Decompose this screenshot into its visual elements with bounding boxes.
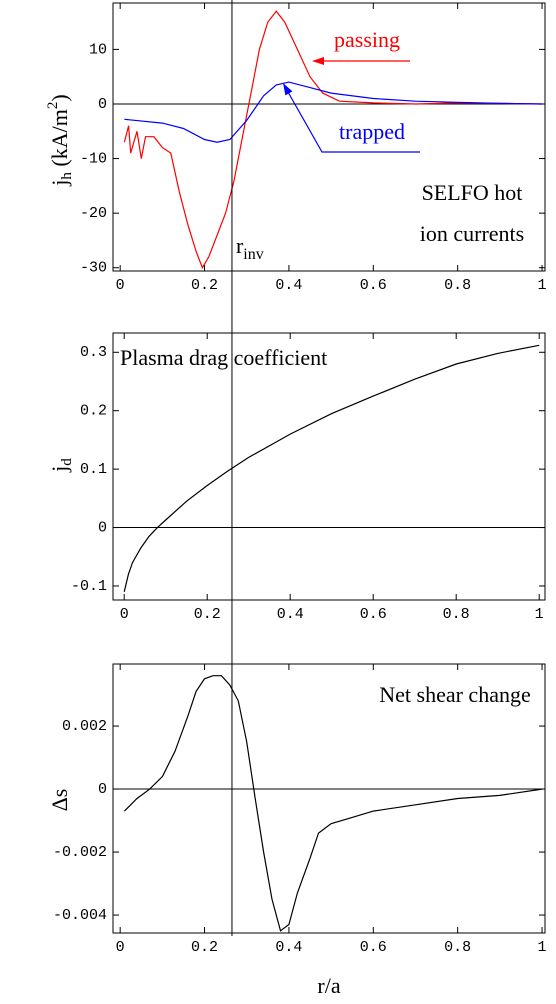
x-tick-label: 0.2 xyxy=(191,277,218,294)
x-tick-label: 0.6 xyxy=(360,939,387,956)
x-tick-label: 0.6 xyxy=(360,606,387,623)
data-line xyxy=(124,81,543,143)
data-line xyxy=(123,344,540,592)
y-tick-label: 0.002 xyxy=(62,718,107,735)
y-axis-label: jh (kA/m2) xyxy=(45,94,75,186)
y-tick-label: 0.2 xyxy=(80,403,107,420)
x-tick-label: 1 xyxy=(538,277,547,294)
x-tick-label: 0 xyxy=(120,606,129,623)
x-tick-label: 0.8 xyxy=(443,606,470,623)
plot-frame xyxy=(112,663,546,934)
y-tick-label: 0 xyxy=(98,96,107,113)
y-axis-label-part: (kA/m xyxy=(47,109,72,172)
y-axis-label-part: j xyxy=(47,466,72,473)
x-axis-label: r/a xyxy=(317,973,340,998)
x-tick-label: 0.8 xyxy=(444,939,471,956)
y-axis-label-part: 2 xyxy=(45,102,61,110)
y-tick-label: -0.002 xyxy=(53,844,107,861)
y-tick-label: 0.1 xyxy=(80,461,107,478)
y-tick-label: -0.1 xyxy=(71,578,107,595)
y-tick-label: -30 xyxy=(80,260,107,277)
data-line xyxy=(123,675,543,932)
y-tick-label: 0.3 xyxy=(80,344,107,361)
y-axis-label-part: d xyxy=(59,458,75,466)
y-axis-label: Δs xyxy=(47,789,72,812)
annotation: Plasma drag coefficient xyxy=(120,345,327,370)
x-tick-label: 0.2 xyxy=(194,606,221,623)
y-axis-label-part: j xyxy=(47,180,72,187)
y-axis-label: jd xyxy=(47,458,75,473)
series-label: trapped xyxy=(339,119,405,144)
data-line xyxy=(123,10,543,270)
x-tick-label: 0.2 xyxy=(191,939,218,956)
y-axis-label-part: ) xyxy=(47,94,72,101)
x-tick-label: 0 xyxy=(116,277,125,294)
plot-frame xyxy=(112,332,546,601)
y-tick-label: -10 xyxy=(80,151,107,168)
y-tick-label: 0 xyxy=(98,781,107,798)
x-tick-label: 0 xyxy=(116,939,125,956)
r-inv-label: rinv xyxy=(236,233,264,263)
y-tick-label: -0.004 xyxy=(53,907,107,924)
x-tick-label: 0.4 xyxy=(277,606,304,623)
passing-arrow xyxy=(312,57,410,65)
annotation: Net shear change xyxy=(379,682,530,707)
plot-frame xyxy=(112,2,546,272)
trapped-arrow xyxy=(283,83,420,153)
x-tick-label: 1 xyxy=(535,606,544,623)
x-tick-label: 0.4 xyxy=(275,277,302,294)
x-tick-label: 0.8 xyxy=(444,277,471,294)
x-tick-label: 0.4 xyxy=(275,939,302,956)
x-tick-label: 1 xyxy=(538,939,547,956)
x-tick-label: 0.6 xyxy=(360,277,387,294)
r-inv-label-part: r xyxy=(236,233,244,258)
y-axis-label-part: h xyxy=(59,172,75,180)
annotation: SELFO hot xyxy=(422,180,523,205)
y-tick-label: 0 xyxy=(98,520,107,537)
y-tick-label: -20 xyxy=(80,205,107,222)
y-tick-label: 10 xyxy=(89,41,107,58)
r-inv-label-part: inv xyxy=(243,246,263,263)
annotation: ion currents xyxy=(420,221,524,246)
series-label: passing xyxy=(334,27,400,52)
